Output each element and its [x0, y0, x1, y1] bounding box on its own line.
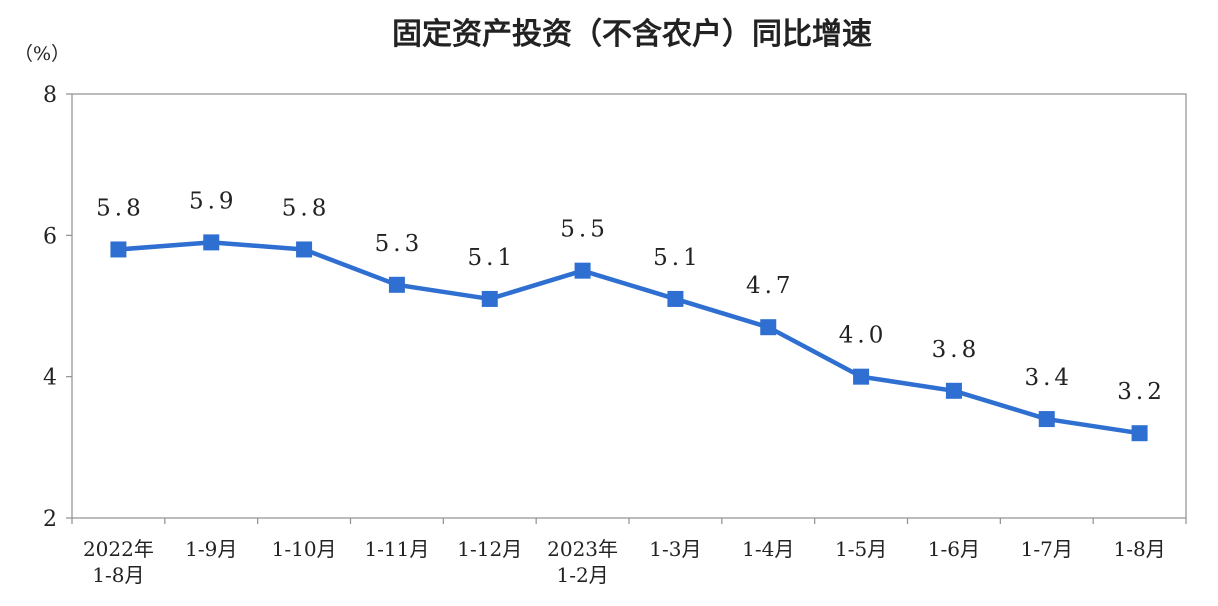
- data-label: 5.1: [467, 245, 516, 271]
- data-label: 3.2: [1117, 379, 1166, 405]
- x-tick-label: 1-3月: [649, 537, 701, 561]
- x-tick-label: 2023年: [547, 537, 618, 561]
- x-tick-label: 1-2月: [556, 563, 608, 587]
- data-label: 5.9: [189, 188, 238, 214]
- x-tick-label: 1-10月: [272, 537, 337, 561]
- data-label: 4.0: [839, 323, 888, 349]
- data-label: 5.1: [653, 245, 702, 271]
- chart-title: 固定资产投资（不含农户）同比增速: [392, 17, 872, 52]
- data-point-marker: [853, 368, 870, 385]
- y-tick-label: 6: [43, 224, 57, 249]
- data-label: 3.4: [1024, 365, 1073, 391]
- data-label: 5.8: [96, 195, 145, 221]
- data-point-marker: [203, 234, 220, 251]
- plot-frame: [71, 93, 1187, 519]
- data-point-marker: [1038, 411, 1055, 428]
- series-line: [116, 240, 1142, 436]
- y-axis-ticks: 2 4 6 8: [43, 83, 72, 532]
- x-tick-label: 2022年: [83, 537, 154, 561]
- y-axis-unit-label: （%）: [14, 43, 70, 65]
- data-label: 5.8: [282, 195, 331, 221]
- data-label: 3.8: [932, 337, 981, 363]
- data-point-marker: [110, 241, 127, 258]
- x-tick-label: 1-8月: [1113, 537, 1165, 561]
- x-tick-label: 1-8月: [92, 563, 144, 587]
- x-tick-label: 1-7月: [1021, 537, 1073, 561]
- data-label: 5.5: [560, 217, 609, 243]
- x-tick-label: 1-12月: [457, 537, 522, 561]
- data-label: 4.7: [746, 273, 795, 299]
- data-point-marker: [388, 276, 405, 293]
- data-point-marker: [1131, 425, 1148, 442]
- x-tick-label: 1-4月: [742, 537, 794, 561]
- x-tick-label: 1-11月: [364, 537, 429, 561]
- data-point-marker: [296, 241, 313, 258]
- x-tick-label: 1-9月: [185, 537, 237, 561]
- series-group: [110, 234, 1148, 442]
- data-point-marker: [945, 382, 962, 399]
- y-tick-label: 8: [43, 83, 57, 108]
- x-tick-label: 1-5月: [835, 537, 887, 561]
- data-point-marker: [574, 262, 591, 279]
- y-tick-label: 2: [43, 507, 57, 532]
- data-point-marker: [481, 290, 498, 307]
- y-tick-label: 4: [43, 366, 57, 391]
- data-point-marker: [760, 319, 777, 336]
- data-point-marker: [667, 290, 684, 307]
- data-label: 5.3: [375, 231, 424, 257]
- x-tick-label: 1-6月: [928, 537, 980, 561]
- data-labels: 5.8 5.9 5.8 5.3 5.1 5.5 5.1 4.7 4.0 3.8 3.4 3.2: [96, 188, 1166, 405]
